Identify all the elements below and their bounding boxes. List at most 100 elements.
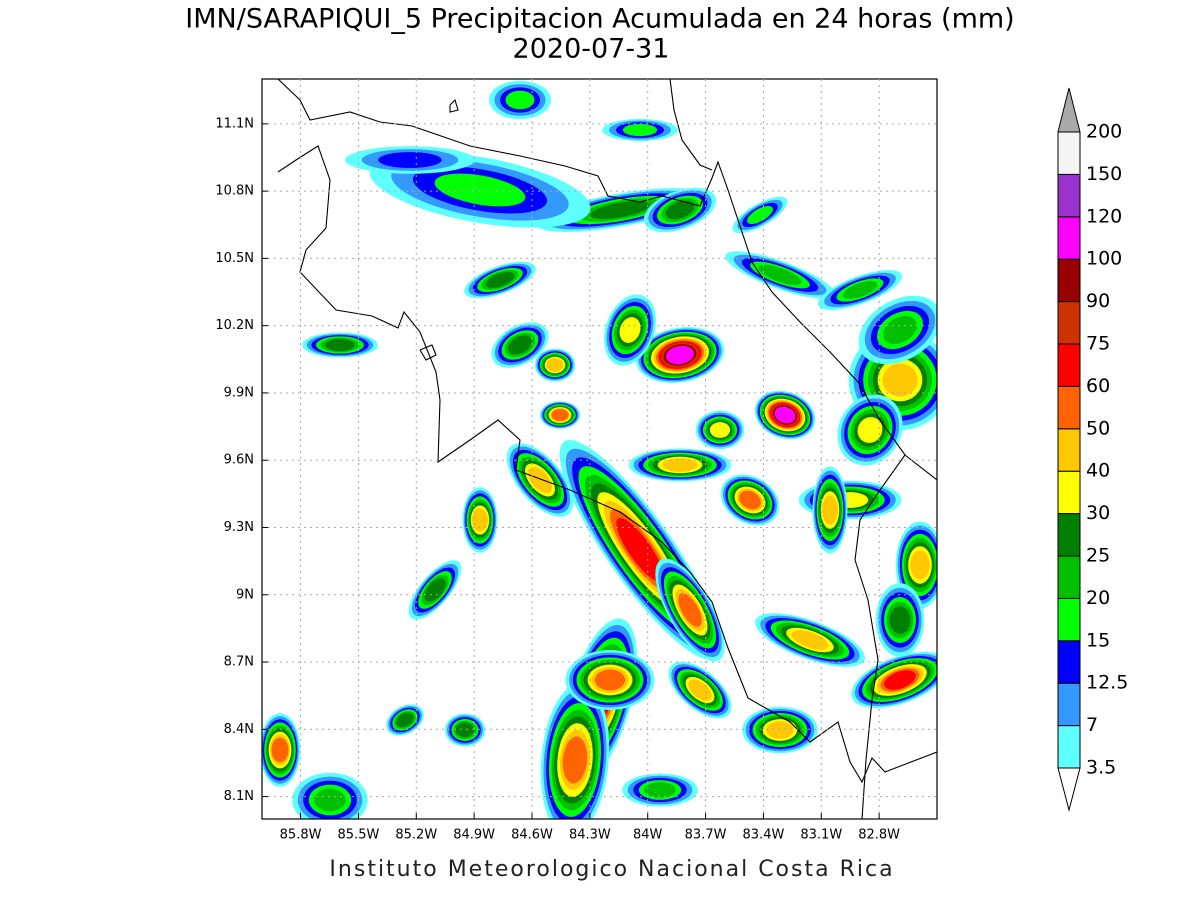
- precip-area: [551, 409, 569, 421]
- colorbar-segment: [1057, 131, 1081, 175]
- precip-area: [485, 272, 515, 288]
- precip-area: [678, 593, 702, 627]
- precip-area: [666, 345, 694, 365]
- colorbar-segment: [1057, 725, 1081, 769]
- colorbar-label: 50: [1086, 417, 1110, 439]
- coastline: [277, 145, 937, 784]
- coastline: [419, 344, 437, 361]
- y-tick-label: 8.1N: [224, 789, 254, 804]
- colorbar-label: 40: [1086, 460, 1110, 482]
- x-tick-label: 84W: [633, 828, 663, 843]
- precip-area: [774, 406, 796, 424]
- colorbar-label: 20: [1086, 587, 1110, 609]
- precip-area: [325, 338, 355, 352]
- precip-area: [739, 490, 761, 510]
- colorbar-label: 15: [1086, 629, 1110, 651]
- precip-area: [758, 264, 802, 286]
- precip-area: [424, 578, 446, 602]
- precip-area: [314, 788, 346, 812]
- precip-area: [889, 606, 911, 634]
- precip-area: [590, 201, 650, 219]
- x-tick-label: 84.3W: [569, 828, 611, 843]
- precip-field: [262, 80, 937, 819]
- colorbar-segment: [1057, 301, 1081, 345]
- colorbar-segment: [1057, 385, 1081, 430]
- y-tick-label: 9N: [236, 587, 254, 602]
- footer: Instituto Meteorologico Nacional Costa R…: [329, 857, 894, 882]
- y-tick-label: 8.4N: [224, 722, 254, 737]
- precip-area: [378, 152, 442, 168]
- precip-area: [662, 458, 698, 472]
- precip-area: [910, 550, 930, 580]
- colorbar-label: 12.5: [1086, 672, 1128, 694]
- y-tick-label: 11.1N: [215, 116, 254, 131]
- colorbar-label: 150: [1086, 163, 1122, 185]
- colorbar-label: 90: [1086, 290, 1110, 312]
- precip-area: [822, 495, 838, 525]
- colorbar-label: 60: [1086, 375, 1110, 397]
- y-tick-label: 10.2N: [215, 318, 254, 333]
- precip-area: [505, 90, 535, 110]
- colorbar-label: 100: [1086, 248, 1122, 270]
- precip-area: [791, 630, 829, 650]
- x-tick-label: 85.8W: [280, 828, 322, 843]
- colorbar-label: 200: [1086, 121, 1122, 143]
- colorbar-segment: [1057, 555, 1081, 599]
- colorbar-segment: [1057, 216, 1081, 260]
- precip-area: [546, 358, 564, 372]
- precip-area: [434, 173, 526, 207]
- y-tick-label: 9.6N: [224, 453, 254, 468]
- y-tick-label: 9.3N: [224, 520, 254, 535]
- precip-area: [842, 281, 878, 299]
- coastline: [449, 98, 459, 113]
- colorbar-label: 30: [1086, 502, 1110, 524]
- colorbar-segment: [1057, 470, 1081, 515]
- colorbar-label: 7: [1086, 714, 1098, 736]
- colorbar-under: [1057, 767, 1081, 812]
- precip-area: [396, 712, 414, 728]
- colorbar-segment: [1057, 597, 1081, 642]
- precip-area: [883, 315, 917, 345]
- x-tick-label: 83.1W: [800, 828, 842, 843]
- x-tick-label: 82.8W: [858, 828, 900, 843]
- coastline: [669, 79, 713, 171]
- map-frame: [261, 78, 938, 820]
- precip-area: [644, 782, 676, 798]
- precip-area: [766, 721, 794, 739]
- title: IMN/SARAPIQUI_5 Precipitacion Acumulada …: [185, 4, 1014, 35]
- colorbar-label: 25: [1086, 545, 1110, 567]
- precip-area: [857, 417, 883, 443]
- y-tick-label: 8.7N: [224, 655, 254, 670]
- precip-area: [884, 670, 916, 690]
- precip-area: [508, 335, 532, 355]
- x-tick-label: 84.6W: [511, 828, 553, 843]
- y-tick-label: 9.9N: [224, 385, 254, 400]
- precip-area: [622, 123, 658, 137]
- precip-area: [594, 669, 626, 691]
- colorbar-segment: [1057, 173, 1081, 218]
- precip-area: [472, 508, 488, 532]
- y-tick-label: 10.5N: [215, 251, 254, 266]
- coastline: [854, 454, 906, 819]
- precip-area: [616, 518, 664, 582]
- colorbar-label: 120: [1086, 205, 1122, 227]
- colorbar-segment: [1057, 343, 1081, 387]
- coastlines: [277, 79, 937, 819]
- colorbar-label: 75: [1086, 333, 1110, 355]
- colorbar-segment: [1057, 682, 1081, 727]
- precip-area: [688, 679, 712, 701]
- x-tick-label: 85.5W: [338, 828, 380, 843]
- precip-area: [747, 206, 773, 224]
- precip-area: [882, 363, 918, 397]
- precip-area: [562, 736, 588, 784]
- colorbar-over: [1057, 87, 1081, 133]
- precip-area: [455, 722, 475, 738]
- y-tick-label: 10.8N: [215, 184, 254, 199]
- colorbar-label: 3.5: [1086, 757, 1116, 779]
- subtitle: 2020-07-31: [513, 34, 670, 65]
- precip-area: [271, 737, 289, 763]
- coastline: [277, 79, 937, 481]
- x-tick-label: 84.9W: [453, 828, 495, 843]
- colorbar-segment: [1057, 640, 1081, 684]
- colorbar-segment: [1057, 428, 1081, 472]
